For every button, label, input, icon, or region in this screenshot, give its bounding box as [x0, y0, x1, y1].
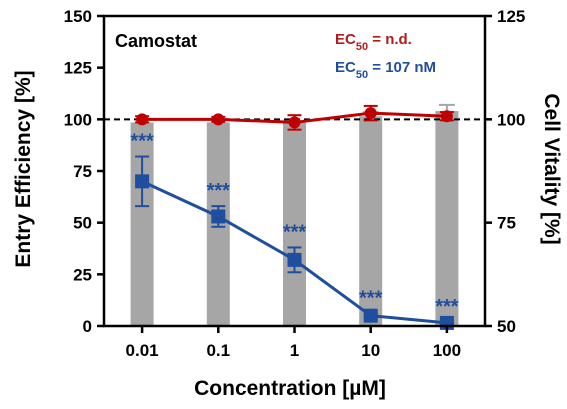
left-tick-label-0: 0	[83, 317, 92, 336]
vitality-significance-3: ***	[359, 288, 383, 310]
ec50-vitality-label: EC50 = 107 nM	[335, 59, 436, 81]
vitality-significance-2: ***	[283, 221, 307, 243]
x-tick-label-1: 0.1	[206, 341, 230, 360]
right-axis-title: Cell Vitality [%]	[540, 93, 563, 244]
left-tick-label-5: 125	[64, 59, 92, 78]
entry-point-3	[364, 107, 377, 120]
left-tick-label-3: 75	[73, 162, 92, 181]
right-tick-label-3: 125	[497, 7, 525, 26]
bar-2	[283, 121, 306, 327]
entry-point-1	[212, 113, 225, 126]
left-tick-label-6: 150	[64, 7, 92, 26]
vitality-significance-0: ***	[130, 131, 154, 153]
vitality-significance-1: ***	[207, 180, 231, 202]
bar-4	[435, 111, 459, 326]
x-axis-title: Concentration [µM]	[194, 377, 386, 400]
vitality-point-3	[363, 308, 378, 323]
vitality-significance-4: ***	[435, 296, 459, 318]
inset-label: Camostat	[115, 31, 197, 51]
vitality-point-0	[135, 174, 150, 189]
left-tick-label-4: 100	[64, 110, 92, 129]
x-axis-ticks: 0.01 0.1 1 10 100	[126, 326, 461, 360]
entry-point-4	[440, 110, 453, 123]
vitality-point-2	[287, 252, 302, 267]
left-axis-ticks: 0 25 50 75 100 125 150	[64, 7, 104, 336]
x-tick-label-2: 1	[290, 341, 299, 360]
vitality-bars	[130, 103, 459, 327]
right-tick-label-1: 75	[497, 214, 516, 233]
x-tick-label-4: 100	[433, 341, 461, 360]
ec50-entry-label: EC50 = n.d.	[335, 31, 412, 53]
left-tick-label-2: 50	[73, 214, 92, 233]
left-tick-label-1: 25	[73, 265, 92, 284]
left-axis-title: Entry Efficiency [%]	[12, 70, 35, 267]
right-axis-ticks: 50 75 100 125	[485, 7, 525, 336]
vitality-point-1	[211, 209, 226, 224]
entry-efficiency-series	[135, 104, 454, 131]
bar-3	[359, 116, 383, 326]
vitality-series: *** *** *** *** ***	[130, 131, 459, 330]
x-tick-label-0: 0.01	[126, 341, 159, 360]
entry-point-0	[136, 113, 149, 126]
entry-point-2	[288, 116, 301, 129]
right-tick-label-0: 50	[497, 317, 516, 336]
bar-0	[130, 122, 154, 326]
right-tick-label-2: 100	[497, 110, 525, 129]
x-tick-label-3: 10	[361, 341, 380, 360]
